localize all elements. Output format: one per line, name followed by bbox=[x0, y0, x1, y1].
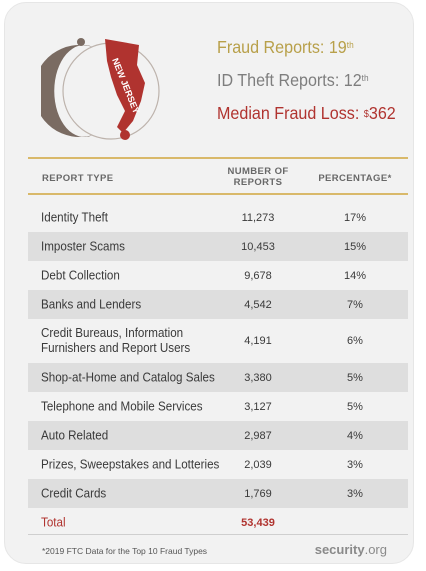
row-number: 2,039 bbox=[244, 458, 272, 471]
footnote: *2019 FTC Data for the Top 10 Fraud Type… bbox=[42, 546, 208, 556]
brand-logo: security.org bbox=[315, 542, 387, 557]
row-percentage: 6% bbox=[347, 335, 363, 347]
footer-divider bbox=[28, 534, 408, 535]
report-table-body: Identity Theft 11,273 17% Imposter Scams… bbox=[28, 203, 408, 537]
row-percentage: 7% bbox=[347, 298, 363, 311]
header-number-of-reports: NUMBER OF REPORTS bbox=[223, 166, 293, 188]
table-row: Banks and Lenders 4,542 7% bbox=[28, 290, 408, 319]
row-number: 4,542 bbox=[244, 298, 272, 311]
total-number: 53,439 bbox=[241, 516, 275, 529]
row-type: Imposter Scams bbox=[41, 239, 125, 253]
row-number: 10,453 bbox=[241, 240, 275, 253]
new-jersey-map-icon: NEW JERSEY bbox=[41, 38, 160, 140]
row-number: 11,273 bbox=[241, 211, 275, 224]
row-percentage: 14% bbox=[343, 269, 367, 282]
currency-symbol: $ bbox=[363, 109, 369, 120]
total-row: Total 53,439 bbox=[28, 508, 408, 537]
row-type: Auto Related bbox=[41, 428, 109, 442]
id-theft-label: ID Theft Reports: 12 bbox=[217, 70, 362, 90]
row-number: 4,191 bbox=[244, 335, 272, 347]
fraud-reports-rank: Fraud Reports: 19th bbox=[217, 37, 392, 57]
header-number-line1: NUMBER OF bbox=[227, 166, 289, 177]
row-number: 2,987 bbox=[244, 429, 272, 442]
table-row: Credit Bureaus, Information Furnishers a… bbox=[28, 319, 408, 363]
row-type: Prizes, Sweepstakes and Lotteries bbox=[41, 457, 220, 471]
brand-tld: .org bbox=[364, 542, 387, 557]
row-type-line2: Furnishers and Report Users bbox=[41, 341, 191, 355]
table-row: Identity Theft 11,273 17% bbox=[28, 203, 408, 232]
row-percentage: 5% bbox=[347, 371, 363, 384]
row-number: 9,678 bbox=[244, 269, 272, 282]
row-number: 3,380 bbox=[244, 371, 272, 384]
row-type: Credit Bureaus, Information Furnishers a… bbox=[41, 326, 227, 356]
fraud-reports-suffix: th bbox=[346, 40, 354, 50]
id-theft-suffix: th bbox=[361, 73, 369, 83]
row-percentage: 3% bbox=[347, 487, 363, 500]
header-number-line2: REPORTS bbox=[233, 177, 283, 188]
header-report-type: REPORT TYPE bbox=[42, 173, 114, 184]
table-row: Shop-at-Home and Catalog Sales 3,380 5% bbox=[28, 363, 408, 392]
table-header: REPORT TYPE NUMBER OF REPORTS PERCENTAGE… bbox=[28, 163, 408, 193]
row-type: Shop-at-Home and Catalog Sales bbox=[41, 370, 215, 384]
table-row: Credit Cards 1,769 3% bbox=[28, 479, 408, 508]
summary-stats: Fraud Reports: 19th ID Theft Reports: 12… bbox=[217, 37, 407, 136]
row-type: Credit Cards bbox=[41, 486, 107, 500]
brand-main: security bbox=[314, 542, 365, 557]
infographic-card: NEW JERSEY Fraud Reports: 19th ID Theft … bbox=[4, 2, 414, 564]
row-type: Identity Theft bbox=[41, 210, 109, 224]
table-row: Auto Related 2,987 4% bbox=[28, 421, 408, 450]
table-row: Debt Collection 9,678 14% bbox=[28, 261, 408, 290]
row-percentage: 5% bbox=[347, 400, 363, 413]
table-row: Telephone and Mobile Services 3,127 5% bbox=[28, 392, 408, 421]
row-number: 3,127 bbox=[244, 400, 272, 413]
median-loss-label: Median Fraud Loss: bbox=[217, 103, 364, 123]
row-percentage: 17% bbox=[343, 211, 367, 224]
row-number: 1,769 bbox=[244, 487, 272, 500]
total-label: Total bbox=[41, 515, 66, 529]
crescent-shape bbox=[41, 45, 93, 137]
median-fraud-loss: Median Fraud Loss: $362 bbox=[217, 103, 396, 123]
row-type: Telephone and Mobile Services bbox=[41, 399, 203, 413]
fraud-reports-label: Fraud Reports: 19 bbox=[217, 37, 347, 57]
state-shape bbox=[105, 39, 145, 133]
id-theft-reports-rank: ID Theft Reports: 12th bbox=[217, 70, 392, 90]
row-percentage: 4% bbox=[347, 429, 363, 442]
row-percentage: 3% bbox=[347, 458, 363, 471]
header-percentage: PERCENTAGE* bbox=[318, 173, 392, 184]
orbit-dot-top bbox=[77, 38, 85, 46]
row-type: Debt Collection bbox=[41, 268, 120, 282]
header-top-divider bbox=[28, 157, 408, 159]
row-type-line1: Credit Bureaus, Information bbox=[41, 326, 184, 340]
table-row: Prizes, Sweepstakes and Lotteries 2,039 … bbox=[28, 450, 408, 479]
row-type: Banks and Lenders bbox=[41, 297, 142, 311]
median-loss-value: 362 bbox=[368, 103, 396, 123]
table-row: Imposter Scams 10,453 15% bbox=[28, 232, 408, 261]
row-percentage: 15% bbox=[343, 240, 367, 253]
header-bottom-divider bbox=[28, 193, 408, 195]
